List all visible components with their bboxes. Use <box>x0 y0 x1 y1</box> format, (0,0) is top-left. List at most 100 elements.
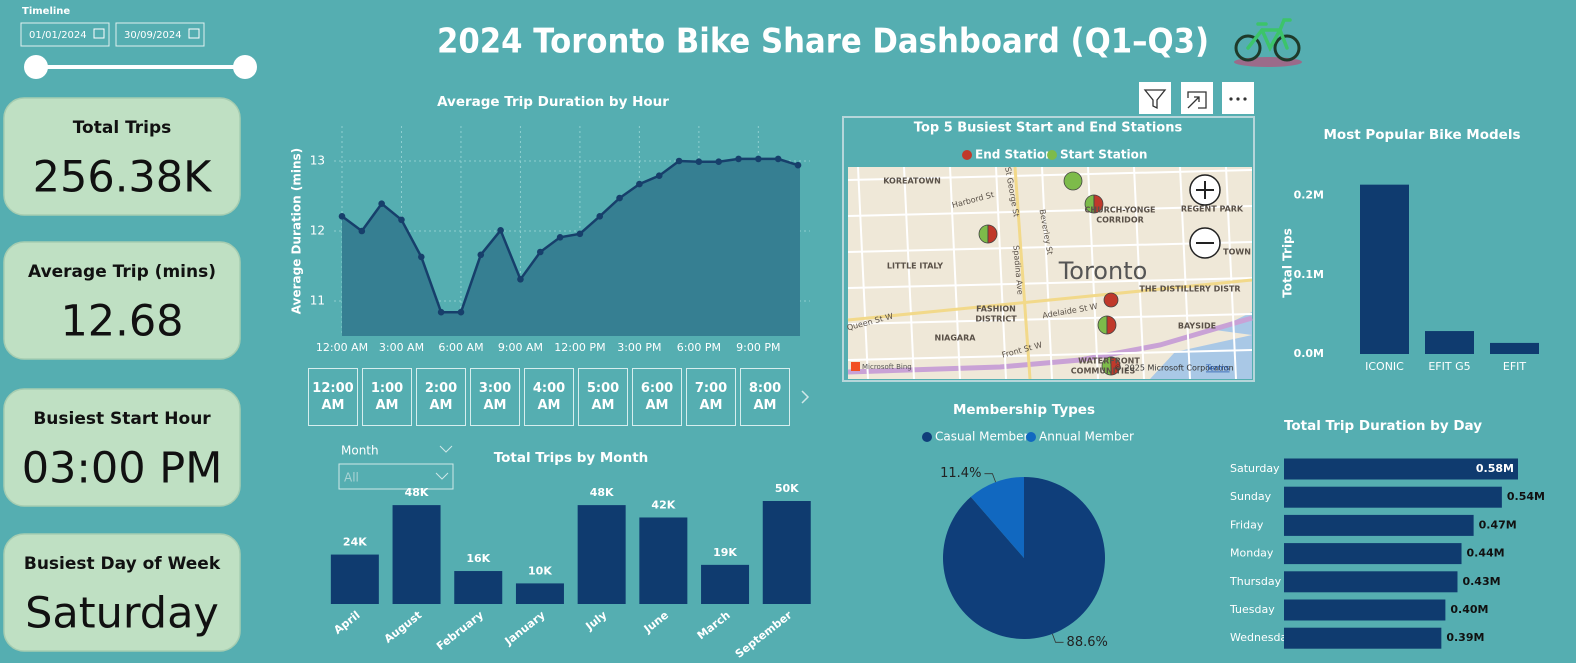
point <box>715 158 722 165</box>
map-label: COMMUNITIES <box>1071 367 1136 376</box>
hour-button[interactable]: 6:00 AM <box>632 368 682 426</box>
point <box>596 213 604 220</box>
data-label: 88.6% <box>1067 635 1108 650</box>
kpi-card <box>3 241 241 360</box>
slider-handle[interactable] <box>24 55 48 79</box>
road <box>857 166 869 380</box>
x-tick-label: 3:00 PM <box>617 341 661 354</box>
bar <box>1284 458 1518 480</box>
legend-dot <box>1047 150 1057 160</box>
data-label: 0.39M <box>1446 631 1484 644</box>
map-label: Toronto <box>1058 257 1148 285</box>
point <box>576 230 584 238</box>
date-input[interactable] <box>20 22 110 47</box>
point <box>794 161 802 169</box>
data-label: 10K <box>528 564 552 577</box>
toolbar-button[interactable] <box>1139 82 1171 114</box>
x-tick-label: EFIT G5 <box>1428 360 1470 373</box>
bar <box>762 501 811 604</box>
road <box>847 349 1253 361</box>
hour-button[interactable]: 3:00 AM <box>470 368 520 426</box>
line <box>341 157 799 314</box>
legend-label: Start Station <box>1060 148 1147 162</box>
data-label: 42K <box>651 498 675 511</box>
toolbar-button[interactable] <box>1181 82 1213 114</box>
x-tick-label: 6:00 AM <box>438 341 483 354</box>
leader-line <box>1052 633 1064 643</box>
y-tick-label: 13 <box>310 154 325 168</box>
major-road <box>847 278 1253 322</box>
dropdown-value: All <box>344 471 359 485</box>
y-tick-label: Sunday <box>1230 490 1272 503</box>
hour-button[interactable]: 5:00 AM <box>578 368 628 426</box>
road <box>847 169 1253 181</box>
map-label: NIAGARA <box>935 334 977 343</box>
hour-button[interactable]: 12:00 AM <box>308 368 358 426</box>
y-axis-title: Average Duration (mins) <box>290 148 304 314</box>
data-label: 0.40M <box>1450 603 1488 616</box>
legend-label: Casual Member <box>935 430 1029 444</box>
chart-title: Most Popular Bike Models <box>1323 127 1520 143</box>
point <box>358 227 366 235</box>
data-label: 19K <box>713 546 737 559</box>
map-provider: Microsoft Bing <box>862 363 912 371</box>
next-arrow[interactable] <box>801 390 810 404</box>
kpi-label: Average Trip (mins) <box>28 262 216 282</box>
x-tick-label: April <box>331 608 362 636</box>
date-value: 01/01/2024 <box>29 30 87 41</box>
x-tick-label: July <box>583 608 610 633</box>
station-marker <box>1103 292 1119 308</box>
data-label: 48K <box>405 486 429 499</box>
chevron <box>439 445 453 453</box>
map-label: TOWN <box>1223 248 1251 257</box>
dropdown[interactable] <box>338 463 454 490</box>
x-tick-label: 12:00 PM <box>554 341 605 354</box>
chart-title: Total Trips by Month <box>494 450 649 466</box>
bar <box>639 517 688 604</box>
hour-button[interactable]: 8:00 AM <box>740 368 790 426</box>
road <box>1225 166 1237 380</box>
legend-label: Annual Member <box>1039 430 1134 444</box>
bar <box>1284 627 1442 649</box>
icon-frame <box>1246 18 1292 52</box>
toolbar-icon <box>1187 91 1207 109</box>
map-label: FASHION <box>976 305 1016 314</box>
point <box>418 253 425 261</box>
y-tick-label: 11 <box>310 294 325 308</box>
point <box>655 172 663 179</box>
station-marker <box>1093 194 1104 214</box>
bar <box>1284 599 1446 621</box>
point <box>616 194 623 202</box>
legend-dot <box>962 150 972 160</box>
icon-wheel <box>1273 34 1301 62</box>
data-label: 50K <box>775 482 799 495</box>
road <box>1133 166 1145 380</box>
date-input[interactable] <box>115 22 205 47</box>
kpi-card <box>3 388 241 507</box>
map-label: WATERFRONT <box>1078 357 1140 366</box>
hour-button[interactable]: 1:00 AM <box>362 368 412 426</box>
map-label: CHURCH-YONGE <box>1085 206 1156 215</box>
hour-button[interactable]: 2:00 AM <box>416 368 466 426</box>
toolbar-icon <box>1143 89 1167 110</box>
slider-handle[interactable] <box>233 55 257 79</box>
highway <box>847 315 1253 375</box>
hour-button[interactable]: 4:00 AM <box>524 368 574 426</box>
water <box>1150 335 1252 379</box>
bar <box>515 583 564 604</box>
map-label: Spadina Ave <box>1011 245 1024 295</box>
kpi-value: 03:00 PM <box>22 444 223 494</box>
dashboard-title: 2024 Toronto Bike Share Dashboard (Q1–Q3… <box>437 22 1209 62</box>
y-tick-label: Thursday <box>1229 575 1282 588</box>
x-tick-label: August <box>382 608 425 645</box>
icon-wheel <box>1234 34 1262 62</box>
bar <box>1284 486 1502 508</box>
road <box>1179 166 1191 380</box>
y-tick-label: 0.2M <box>1294 189 1324 202</box>
point <box>497 227 504 234</box>
point <box>556 234 564 241</box>
station-marker <box>1097 315 1108 335</box>
hour-button[interactable]: 7:00 AM <box>686 368 736 426</box>
kpi-card <box>3 97 241 216</box>
toolbar-icon <box>1243 97 1247 101</box>
